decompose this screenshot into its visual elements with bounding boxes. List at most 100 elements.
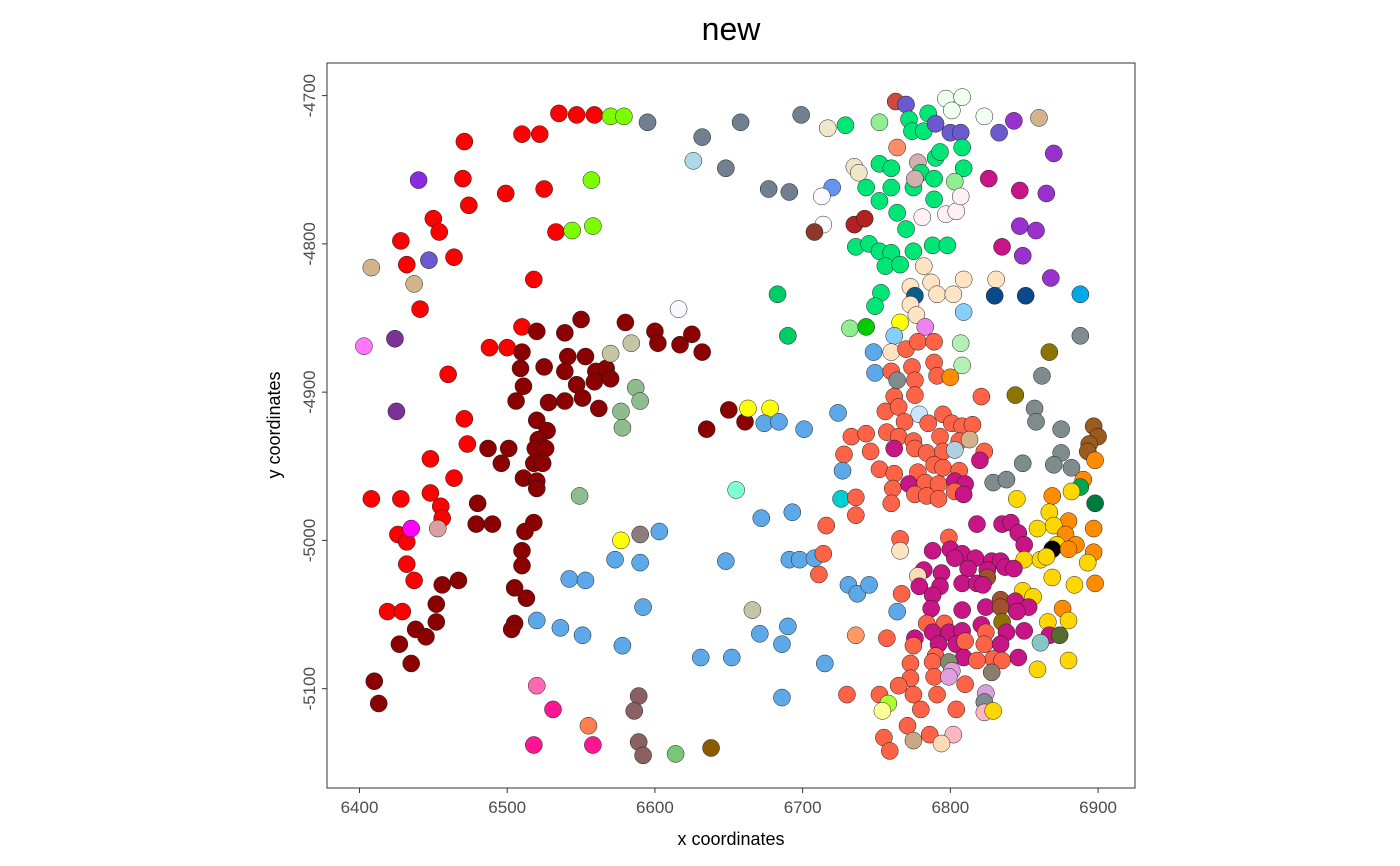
data-point <box>943 101 961 120</box>
data-point <box>727 481 745 499</box>
data-point <box>861 442 880 461</box>
data-point <box>576 571 595 590</box>
data-point <box>1052 420 1070 438</box>
data-point <box>940 668 958 686</box>
data-point <box>968 651 986 670</box>
data-point <box>792 106 810 124</box>
data-point <box>1015 536 1033 554</box>
data-point <box>1030 109 1048 127</box>
data-point <box>616 313 635 332</box>
data-point <box>888 203 906 222</box>
data-point <box>525 736 543 754</box>
data-point <box>904 685 923 704</box>
data-point <box>535 180 553 198</box>
data-point <box>499 439 518 458</box>
data-point <box>467 515 485 533</box>
data-point <box>445 248 463 266</box>
data-point <box>530 125 549 143</box>
data-point <box>953 574 971 593</box>
data-point <box>460 196 478 215</box>
data-point <box>420 251 438 269</box>
data-point <box>1013 246 1032 265</box>
data-point <box>421 484 440 502</box>
data-point <box>813 187 831 206</box>
data-point <box>909 332 927 351</box>
data-point <box>870 192 889 210</box>
data-point <box>929 490 948 508</box>
data-point <box>650 522 669 541</box>
data-point <box>1013 454 1032 473</box>
data-point <box>613 636 632 655</box>
data-point <box>1078 553 1097 572</box>
data-point <box>455 132 474 151</box>
chart-title: new <box>702 11 762 47</box>
data-point <box>362 490 381 508</box>
x-tick-label: 6600 <box>636 798 674 817</box>
data-point <box>920 725 939 744</box>
data-point <box>582 171 601 189</box>
y-axis-title: y coordinates <box>264 371 284 478</box>
data-point <box>556 324 574 342</box>
data-point <box>669 300 688 318</box>
data-point <box>959 559 977 578</box>
data-point <box>751 625 769 643</box>
data-point <box>951 123 970 142</box>
data-point <box>427 595 446 613</box>
data-point <box>977 598 995 616</box>
data-point <box>429 519 447 538</box>
data-point <box>987 270 1005 289</box>
data-point <box>795 420 813 438</box>
data-point <box>913 208 932 226</box>
data-point <box>925 668 943 686</box>
data-point <box>693 128 711 146</box>
data-point <box>882 494 901 513</box>
data-point <box>601 370 620 388</box>
y-tick-label: -4700 <box>300 74 319 117</box>
data-point <box>946 441 964 459</box>
data-point <box>1062 459 1081 477</box>
data-point <box>901 654 920 673</box>
data-point <box>455 410 474 428</box>
data-point <box>923 653 942 671</box>
data-point <box>910 577 929 596</box>
data-point <box>860 576 878 594</box>
data-point <box>968 515 986 533</box>
data-point <box>625 702 643 720</box>
data-point <box>974 576 992 594</box>
data-point <box>513 542 531 560</box>
data-point <box>629 687 648 705</box>
data-point <box>666 745 685 763</box>
data-point <box>1045 144 1063 163</box>
data-point <box>556 392 574 410</box>
data-point <box>421 450 440 468</box>
y-tick-label: -5000 <box>300 519 319 562</box>
data-point <box>355 337 373 355</box>
data-point <box>458 435 477 453</box>
data-point <box>567 106 586 124</box>
data-point <box>848 585 867 603</box>
data-point <box>919 414 937 433</box>
data-point <box>584 217 602 235</box>
data-point <box>991 635 1010 653</box>
data-point <box>838 685 856 704</box>
data-point <box>941 368 960 387</box>
data-point <box>433 576 451 594</box>
data-point <box>951 187 970 206</box>
x-tick-label: 6800 <box>931 798 969 817</box>
data-point <box>402 519 420 538</box>
data-point <box>390 635 409 653</box>
data-point <box>1011 181 1029 200</box>
data-point <box>590 399 608 418</box>
data-point <box>891 255 909 274</box>
data-point <box>525 270 543 289</box>
data-point <box>386 330 404 348</box>
data-point <box>870 460 889 478</box>
data-point <box>1037 547 1056 566</box>
data-point <box>925 332 943 351</box>
data-point <box>842 427 861 446</box>
data-point <box>365 672 384 691</box>
data-point <box>547 223 565 241</box>
data-point <box>928 285 946 304</box>
data-point <box>982 663 1001 682</box>
data-point <box>1008 490 1026 508</box>
